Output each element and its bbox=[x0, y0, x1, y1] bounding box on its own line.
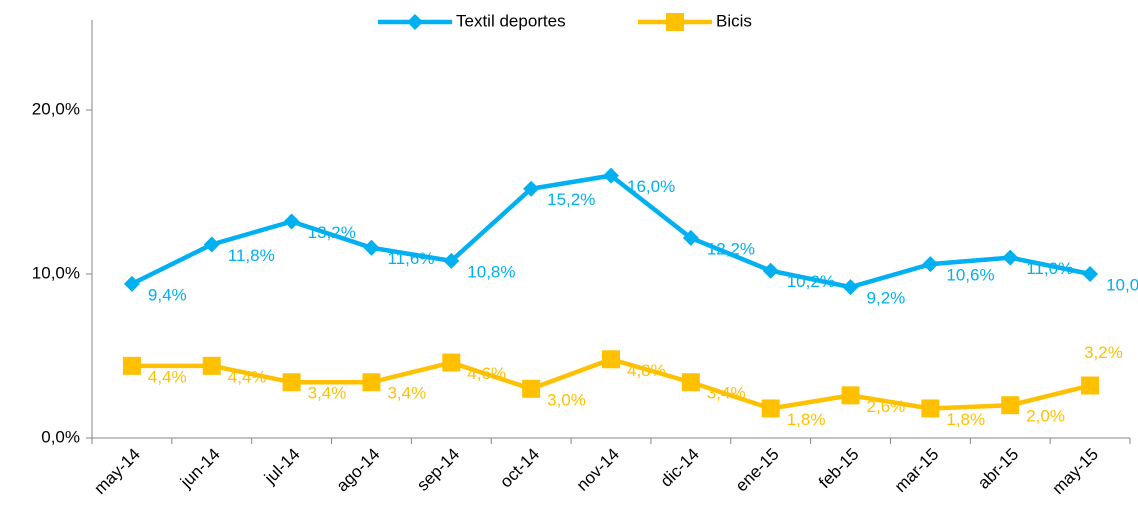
data-label: 16,0% bbox=[627, 177, 675, 196]
x-tick-label: nov-14 bbox=[573, 445, 623, 495]
data-label: 1,8% bbox=[946, 410, 985, 429]
x-tick-label: mar-15 bbox=[891, 445, 943, 497]
marker bbox=[681, 373, 700, 392]
data-label: 11,8% bbox=[228, 246, 275, 265]
x-tick-label: may-15 bbox=[1049, 445, 1103, 499]
marker bbox=[363, 239, 380, 256]
x-tick-label: jun-14 bbox=[176, 445, 224, 493]
marker bbox=[603, 167, 619, 184]
x-tick-label: oct-14 bbox=[496, 445, 543, 492]
marker bbox=[842, 279, 859, 296]
data-label: 10,8% bbox=[467, 262, 515, 281]
data-label: 2,6% bbox=[867, 397, 906, 416]
marker bbox=[602, 350, 620, 369]
data-label: 3,4% bbox=[387, 384, 426, 403]
marker bbox=[666, 13, 684, 31]
marker bbox=[682, 229, 699, 246]
marker bbox=[841, 386, 860, 405]
x-tick-label: feb-15 bbox=[815, 445, 863, 493]
data-label: 1,8% bbox=[787, 410, 826, 429]
marker bbox=[442, 353, 461, 372]
marker bbox=[283, 213, 300, 230]
marker bbox=[922, 256, 939, 273]
data-label: 4,4% bbox=[228, 367, 267, 386]
data-label: 10,2% bbox=[787, 272, 835, 291]
x-tick-label: may-14 bbox=[90, 445, 144, 499]
marker bbox=[202, 356, 221, 375]
marker bbox=[123, 275, 140, 292]
x-tick-label: jul-14 bbox=[260, 445, 304, 489]
data-label: 2,0% bbox=[1026, 407, 1065, 426]
data-label: 11,0% bbox=[1026, 259, 1073, 278]
legend-label: Bicis bbox=[716, 11, 752, 30]
x-tick-label: dic-14 bbox=[657, 445, 703, 491]
data-label: 3,4% bbox=[707, 384, 746, 403]
x-tick-label: ene-15 bbox=[732, 445, 783, 496]
data-label: 13,2% bbox=[308, 223, 356, 242]
data-label: 3,4% bbox=[308, 384, 347, 403]
marker bbox=[407, 14, 423, 30]
data-label: 11,6% bbox=[387, 249, 434, 268]
data-label: 12,2% bbox=[707, 239, 755, 258]
y-tick-label: 10,0% bbox=[32, 263, 80, 282]
data-label: 9,4% bbox=[148, 285, 187, 304]
y-tick-label: 0,0% bbox=[41, 427, 80, 446]
marker bbox=[362, 373, 381, 392]
x-tick-label: abr-15 bbox=[974, 445, 1022, 493]
marker bbox=[523, 180, 540, 197]
marker bbox=[1001, 396, 1020, 415]
data-label: 3,2% bbox=[1084, 343, 1123, 362]
marker bbox=[1081, 376, 1100, 395]
x-tick-label: sep-14 bbox=[413, 445, 463, 495]
marker bbox=[203, 236, 220, 253]
marker bbox=[761, 399, 780, 418]
data-label: 4,8% bbox=[627, 361, 666, 380]
x-tick-label: ago-14 bbox=[333, 445, 384, 496]
marker bbox=[1082, 266, 1099, 282]
data-label: 4,6% bbox=[467, 364, 506, 383]
marker bbox=[282, 373, 301, 392]
y-tick-label: 20,0% bbox=[32, 99, 80, 118]
marker bbox=[522, 379, 541, 398]
marker bbox=[443, 252, 460, 269]
legend-label: Textil deportes bbox=[456, 11, 566, 30]
marker bbox=[1002, 249, 1019, 266]
marker bbox=[122, 356, 141, 375]
data-label: 15,2% bbox=[547, 190, 595, 209]
marker bbox=[762, 262, 779, 279]
data-label: 4,4% bbox=[148, 367, 187, 386]
data-label: 3,0% bbox=[547, 390, 586, 409]
data-label: 10,6% bbox=[946, 266, 994, 285]
marker bbox=[921, 399, 940, 418]
data-label: 10,0% bbox=[1106, 275, 1138, 294]
data-label: 9,2% bbox=[867, 289, 906, 308]
